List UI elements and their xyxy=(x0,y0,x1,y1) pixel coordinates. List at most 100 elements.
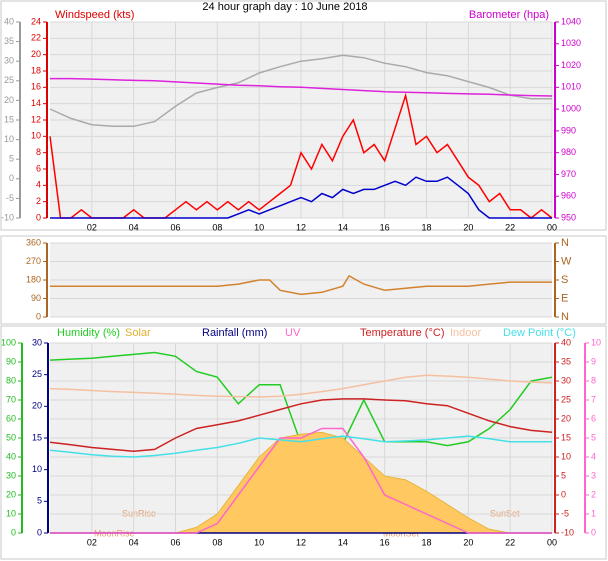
y-tick-label: 0 xyxy=(561,489,566,499)
y-tick-label: 18 xyxy=(31,65,41,75)
y-tick-label: -5 xyxy=(561,508,569,518)
y-tick-label: 30 xyxy=(32,337,42,347)
series-line xyxy=(49,398,553,453)
y-tick-label: 10 xyxy=(591,337,601,347)
x-tick-label: 02 xyxy=(87,537,97,547)
y-tick-label: 50 xyxy=(6,432,16,442)
y-tick-label: 25 xyxy=(4,75,14,85)
x-tick-label: 10 xyxy=(254,537,264,547)
chart-title: 24 hour graph day : 10 June 2018 xyxy=(202,1,367,13)
x-tick-label: 12 xyxy=(296,222,306,232)
y-tick-label: 8 xyxy=(591,375,596,385)
x-tick-label: 02 xyxy=(87,222,97,232)
x-tick-label: 00 xyxy=(547,537,557,547)
y-tick-label: 30 xyxy=(4,56,14,66)
x-tick-label: 14 xyxy=(338,222,348,232)
y-tick-label: 12 xyxy=(31,114,41,124)
y-tick-label: 20 xyxy=(31,49,41,59)
y-tick-label: 10 xyxy=(31,131,41,141)
x-tick-label: 12 xyxy=(296,537,306,547)
y-tick-label: 0 xyxy=(11,527,16,537)
y-tick-label: 2 xyxy=(591,489,596,499)
y-axis-label: Windspeed (kts) xyxy=(55,9,134,21)
y-tick-label: 0 xyxy=(36,212,41,222)
x-tick-label: 22 xyxy=(505,537,515,547)
y-tick-label: 1000 xyxy=(561,103,581,113)
y-tick-label: 0 xyxy=(37,527,42,537)
y-tick-label: 20 xyxy=(561,413,571,423)
y-tick-label: 70 xyxy=(6,394,16,404)
y-tick-label: 7 xyxy=(591,394,596,404)
y-tick-label: 20 xyxy=(32,401,42,411)
series-line xyxy=(50,427,552,534)
y-tick-label: 270 xyxy=(26,256,41,266)
series-line xyxy=(49,92,553,219)
y-tick-label: 25 xyxy=(561,394,571,404)
y-tick-label: 1020 xyxy=(561,60,581,70)
y-tick-label: 40 xyxy=(4,16,14,26)
y-tick-label: 35 xyxy=(561,356,571,366)
y-tick-label: 6 xyxy=(591,413,596,423)
y-tick-label: 5 xyxy=(561,470,566,480)
y-tick-label: 40 xyxy=(561,337,571,347)
legend-entry: Humidity (%) xyxy=(57,327,120,339)
series-line xyxy=(49,374,553,398)
y-tick-label: 60 xyxy=(6,413,16,423)
series-line xyxy=(49,435,552,458)
y-tick-label: 4 xyxy=(591,451,596,461)
y-tick-label: 360 xyxy=(26,237,41,247)
x-tick-label: 22 xyxy=(505,222,515,232)
y-tick-label: 24 xyxy=(31,16,41,26)
y-tick-label: W xyxy=(561,255,572,267)
x-tick-label: 08 xyxy=(212,537,222,547)
x-tick-label: 20 xyxy=(463,537,473,547)
y-tick-label: 30 xyxy=(6,470,16,480)
y-tick-label: 10 xyxy=(561,451,571,461)
y-tick-label: 16 xyxy=(31,82,41,92)
x-tick-label: 10 xyxy=(254,222,264,232)
x-tick-label: 00 xyxy=(547,222,557,232)
legend-entry: Temperature (°C) xyxy=(360,327,444,339)
legend-entry: Dew Point (°C) xyxy=(503,327,576,339)
x-tick-label: 06 xyxy=(170,537,180,547)
y-tick-label: 0 xyxy=(591,527,596,537)
y-tick-label: 1 xyxy=(591,508,596,518)
series-line xyxy=(50,176,552,219)
y-tick-label: 0 xyxy=(36,311,41,321)
y-tick-label: 15 xyxy=(561,432,571,442)
y-tick-label: 970 xyxy=(561,169,576,179)
y-tick-label: 80 xyxy=(6,375,16,385)
y-tick-label: S xyxy=(561,274,568,286)
y-tick-label: 3 xyxy=(591,470,596,480)
y-tick-label: 9 xyxy=(591,356,596,366)
legend-entry: Solar xyxy=(125,327,151,339)
y-tick-label: E xyxy=(561,292,568,304)
y-tick-label: 990 xyxy=(561,125,576,135)
y-tick-label: 1040 xyxy=(561,16,581,26)
y-tick-label: 180 xyxy=(26,274,41,284)
y-tick-label: 22 xyxy=(31,33,41,43)
x-tick-label: 18 xyxy=(421,222,431,232)
y-tick-label: 10 xyxy=(4,134,14,144)
y-tick-label: 25 xyxy=(32,369,42,379)
y-tick-label: 0 xyxy=(9,173,14,183)
legend-entry: UV xyxy=(285,327,301,339)
y-tick-label: -5 xyxy=(6,193,14,203)
x-tick-label: 04 xyxy=(129,537,139,547)
y-tick-label: 5 xyxy=(9,154,14,164)
legend-entry: Indoor xyxy=(450,327,482,339)
x-tick-label: 20 xyxy=(463,222,473,232)
legend-entry: Rainfall (mm) xyxy=(202,327,267,339)
y-tick-label: 8 xyxy=(36,147,41,157)
y-tick-label: 980 xyxy=(561,147,576,157)
y-tick-label: 100 xyxy=(1,337,16,347)
y-tick-label: 20 xyxy=(4,95,14,105)
y-tick-label: 2 xyxy=(36,196,41,206)
y-tick-label: 1030 xyxy=(561,38,581,48)
y-tick-label: 90 xyxy=(31,293,41,303)
x-tick-label: 18 xyxy=(421,537,431,547)
x-tick-label: 04 xyxy=(129,222,139,232)
y-tick-label: -10 xyxy=(1,212,14,222)
y-tick-label: 6 xyxy=(36,163,41,173)
